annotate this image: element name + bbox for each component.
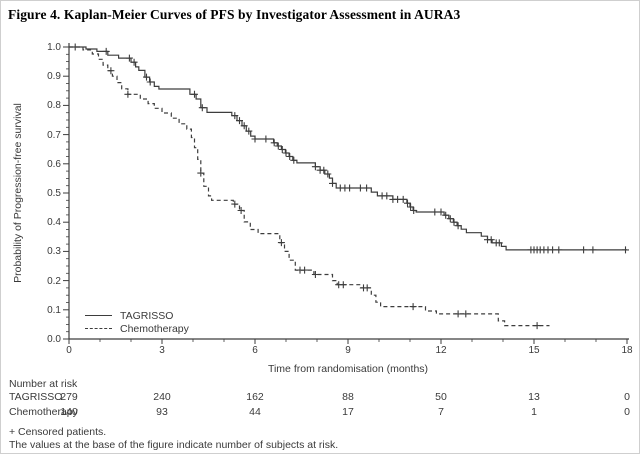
risk-count: 162 xyxy=(246,391,264,403)
risk-count: 50 xyxy=(435,391,447,403)
risk-count: 240 xyxy=(153,391,171,403)
risk-count: 279 xyxy=(60,391,78,403)
y-tick-label: 0.3 xyxy=(47,246,61,258)
y-tick-label: 0.1 xyxy=(47,304,61,316)
x-tick-label: 15 xyxy=(528,345,540,356)
risk-count: 17 xyxy=(342,406,354,418)
y-tick-label: 0.2 xyxy=(47,275,61,287)
x-tick-label: 18 xyxy=(621,345,633,356)
dashed-line-icon xyxy=(85,328,112,329)
legend: TAGRISSO Chemotherapy xyxy=(85,309,189,335)
x-tick-label: 0 xyxy=(66,345,72,356)
risk-row-label-tagrisso: TAGRISSO xyxy=(9,391,63,403)
x-tick-label: 9 xyxy=(345,345,351,356)
legend-label-tagrisso: TAGRISSO xyxy=(120,309,174,322)
y-axis-label: Probability of Progression-free survival xyxy=(12,103,24,283)
y-tick-label: 1.0 xyxy=(47,42,61,53)
legend-item-chemotherapy: Chemotherapy xyxy=(85,322,189,335)
y-tick-label: 0.4 xyxy=(47,217,61,229)
x-axis-label: Time from randomisation (months) xyxy=(267,363,429,375)
risk-count: 140 xyxy=(60,406,78,418)
risk-count: 88 xyxy=(342,391,354,403)
risk-count: 0 xyxy=(624,391,630,403)
figure-title: Figure 4. Kaplan-Meier Curves of PFS by … xyxy=(8,7,461,22)
risk-count: 0 xyxy=(624,406,630,418)
legend-item-tagrisso: TAGRISSO xyxy=(85,309,189,322)
y-tick-label: 0.5 xyxy=(47,188,61,199)
footnote-risk-values: The values at the base of the figure ind… xyxy=(9,439,339,451)
x-tick-label: 12 xyxy=(435,345,447,356)
x-tick-label: 6 xyxy=(252,345,258,356)
y-tick-label: 0.6 xyxy=(47,158,61,170)
y-tick-label: 0.9 xyxy=(47,71,61,83)
y-tick-label: 0.7 xyxy=(47,129,61,141)
risk-count: 1 xyxy=(531,406,537,418)
risk-row-label-chemotherapy: Chemotherapy xyxy=(9,406,78,418)
risk-count: 13 xyxy=(528,391,540,403)
risk-count: 44 xyxy=(249,406,261,418)
legend-label-chemotherapy: Chemotherapy xyxy=(120,322,189,335)
x-tick-label: 3 xyxy=(159,345,165,356)
footnote-censored: + Censored patients. xyxy=(9,426,107,438)
y-tick-label: 0.8 xyxy=(47,100,61,112)
solid-line-icon xyxy=(85,315,112,316)
risk-count: 93 xyxy=(156,406,168,418)
risk-table-header: Number at risk xyxy=(9,378,78,390)
risk-count: 7 xyxy=(438,406,444,418)
y-tick-label: 0.0 xyxy=(47,334,61,345)
